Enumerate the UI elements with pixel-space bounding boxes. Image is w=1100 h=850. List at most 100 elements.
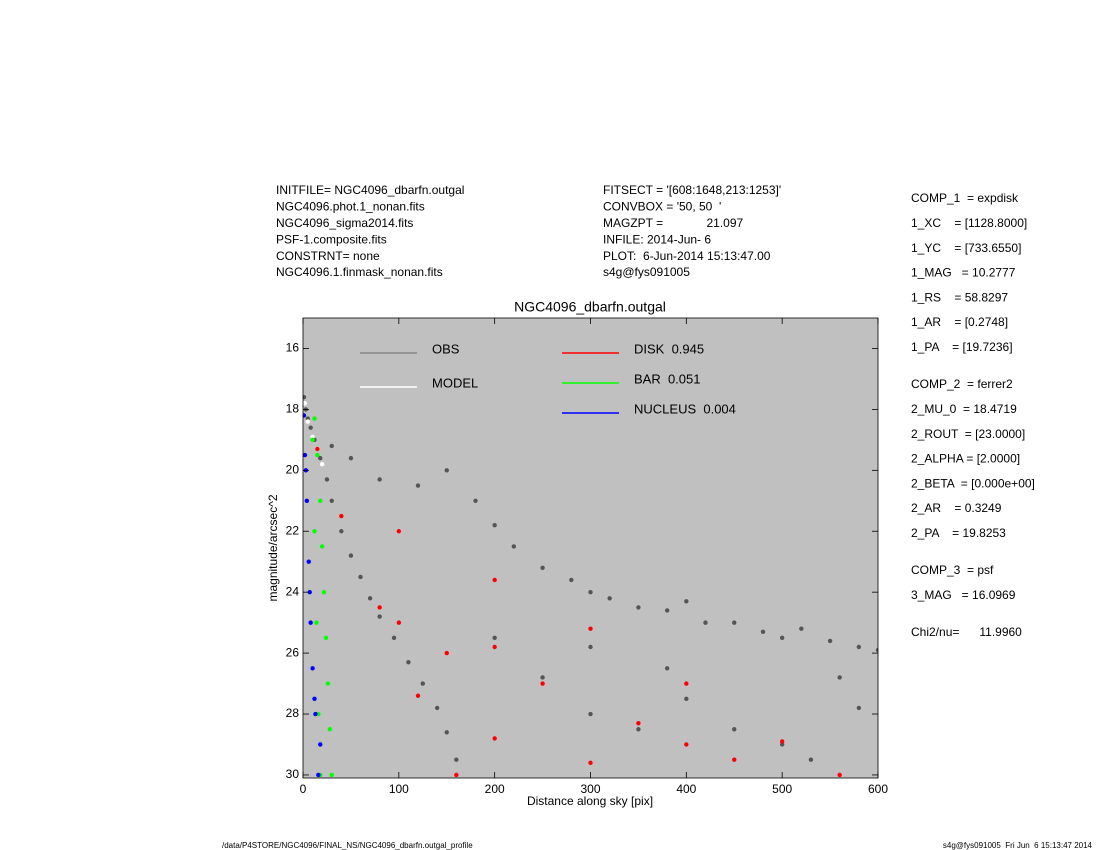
data-point bbox=[303, 401, 308, 406]
data-point bbox=[492, 736, 497, 741]
parameter-line: 1_MAG = 10.2777 bbox=[911, 266, 1016, 280]
data-point bbox=[684, 681, 689, 686]
data-point bbox=[319, 544, 325, 549]
parameter-line: 1_YC = [733.6550] bbox=[911, 241, 1021, 255]
data-point bbox=[664, 608, 670, 613]
header-middle-line: MAGZPT = 21.097 bbox=[603, 216, 743, 230]
data-point bbox=[434, 705, 440, 711]
y-tick-label: 24 bbox=[286, 584, 300, 598]
data-point bbox=[760, 629, 766, 634]
parameter-line: COMP_2 = ferrer2 bbox=[911, 377, 1013, 391]
data-point bbox=[684, 599, 689, 604]
data-point bbox=[329, 772, 334, 778]
y-tick-label: 22 bbox=[286, 523, 300, 537]
data-point bbox=[588, 644, 593, 650]
data-point bbox=[367, 596, 373, 601]
parameter-line: 2_PA = 19.8253 bbox=[911, 526, 1006, 540]
data-point bbox=[607, 596, 612, 601]
data-point bbox=[318, 742, 323, 747]
data-point bbox=[856, 644, 862, 650]
data-point bbox=[511, 544, 517, 549]
parameter-line: 2_MU_0 = 18.4719 bbox=[911, 402, 1017, 416]
header-left-line: CONSTRNT= none bbox=[276, 249, 380, 263]
data-point bbox=[310, 666, 315, 671]
data-point bbox=[837, 772, 842, 778]
parameter-line: Chi2/nu= 11.9960 bbox=[911, 625, 1022, 639]
y-tick-label: 26 bbox=[286, 645, 300, 659]
footer-left: /data/P4STORE/NGC4096/FINAL_NS/NGC4096_d… bbox=[222, 841, 473, 850]
points bbox=[303, 395, 878, 778]
data-point bbox=[325, 681, 331, 686]
data-point bbox=[358, 574, 363, 580]
data-point bbox=[454, 757, 459, 762]
data-point bbox=[856, 705, 862, 711]
data-point bbox=[319, 462, 325, 467]
data-point bbox=[329, 498, 334, 503]
parameter-line: COMP_3 = psf bbox=[911, 563, 994, 577]
y-tick-label: 28 bbox=[286, 706, 300, 720]
data-point bbox=[492, 644, 497, 650]
data-point bbox=[588, 626, 593, 631]
data-point bbox=[318, 498, 323, 503]
data-point bbox=[348, 553, 354, 558]
parameter-line: 3_MAG = 16.0969 bbox=[911, 588, 1016, 602]
data-point bbox=[315, 452, 320, 458]
data-point bbox=[875, 647, 878, 653]
data-point bbox=[415, 693, 421, 698]
data-point bbox=[444, 650, 449, 656]
parameter-line: COMP_1 = expdisk bbox=[911, 191, 1019, 205]
data-point bbox=[492, 577, 497, 583]
header-left-line: PSF-1.composite.fits bbox=[276, 232, 387, 246]
data-point bbox=[444, 468, 449, 473]
data-point bbox=[492, 635, 497, 641]
data-point bbox=[324, 477, 330, 482]
header-middle-line: FITSECT = '[608:1648,213:1253]' bbox=[603, 183, 781, 197]
data-point bbox=[444, 730, 449, 735]
data-point bbox=[588, 711, 593, 717]
legend-label: BAR 0.051 bbox=[634, 371, 701, 386]
data-point bbox=[540, 681, 545, 686]
data-point bbox=[315, 446, 320, 452]
data-point bbox=[339, 529, 344, 534]
data-point bbox=[664, 666, 670, 671]
data-point bbox=[540, 675, 545, 680]
header-middle-line: INFILE: 2014-Jun- 6 bbox=[603, 232, 711, 246]
data-point bbox=[303, 413, 307, 418]
plot-frame bbox=[302, 317, 879, 779]
parameter-line: 2_BETA = [0.000e+00] bbox=[911, 476, 1035, 490]
parameter-line: 1_PA = [19.7236] bbox=[911, 340, 1013, 354]
data-point bbox=[732, 620, 737, 625]
data-point bbox=[310, 437, 315, 443]
data-point bbox=[312, 529, 317, 534]
parameter-line: 1_AR = [0.2748] bbox=[911, 315, 1008, 329]
plot-area bbox=[303, 318, 878, 778]
data-point bbox=[684, 742, 689, 747]
data-point bbox=[303, 395, 307, 400]
data-point bbox=[588, 589, 593, 595]
legend-label: OBS bbox=[432, 341, 460, 356]
data-point bbox=[396, 529, 402, 534]
data-point bbox=[636, 720, 641, 726]
data-point bbox=[327, 727, 333, 732]
data-point bbox=[779, 742, 785, 747]
data-point bbox=[321, 589, 327, 595]
data-point bbox=[339, 513, 344, 519]
parameter-line: 1_XC = [1128.8000] bbox=[911, 216, 1027, 230]
data-point bbox=[329, 443, 334, 449]
data-point bbox=[305, 419, 310, 424]
data-point bbox=[569, 577, 574, 583]
x-tick-label: 200 bbox=[485, 782, 505, 796]
y-tick-label: 30 bbox=[286, 767, 300, 781]
legend-label: NUCLEUS 0.004 bbox=[634, 401, 736, 416]
data-point bbox=[799, 626, 804, 631]
data-point bbox=[314, 620, 319, 625]
data-point bbox=[636, 727, 641, 732]
parameter-line: 2_ROUT = [23.0000] bbox=[911, 427, 1025, 441]
data-point bbox=[703, 620, 708, 625]
x-tick-label: 100 bbox=[389, 782, 409, 796]
data-point bbox=[316, 772, 321, 778]
data-point bbox=[415, 483, 421, 488]
axes: 0 100 200 300 400 500 600 16 18 20 22 24 26 28 30 OBS MO… bbox=[286, 318, 888, 796]
y-tick-label: 20 bbox=[286, 462, 300, 476]
